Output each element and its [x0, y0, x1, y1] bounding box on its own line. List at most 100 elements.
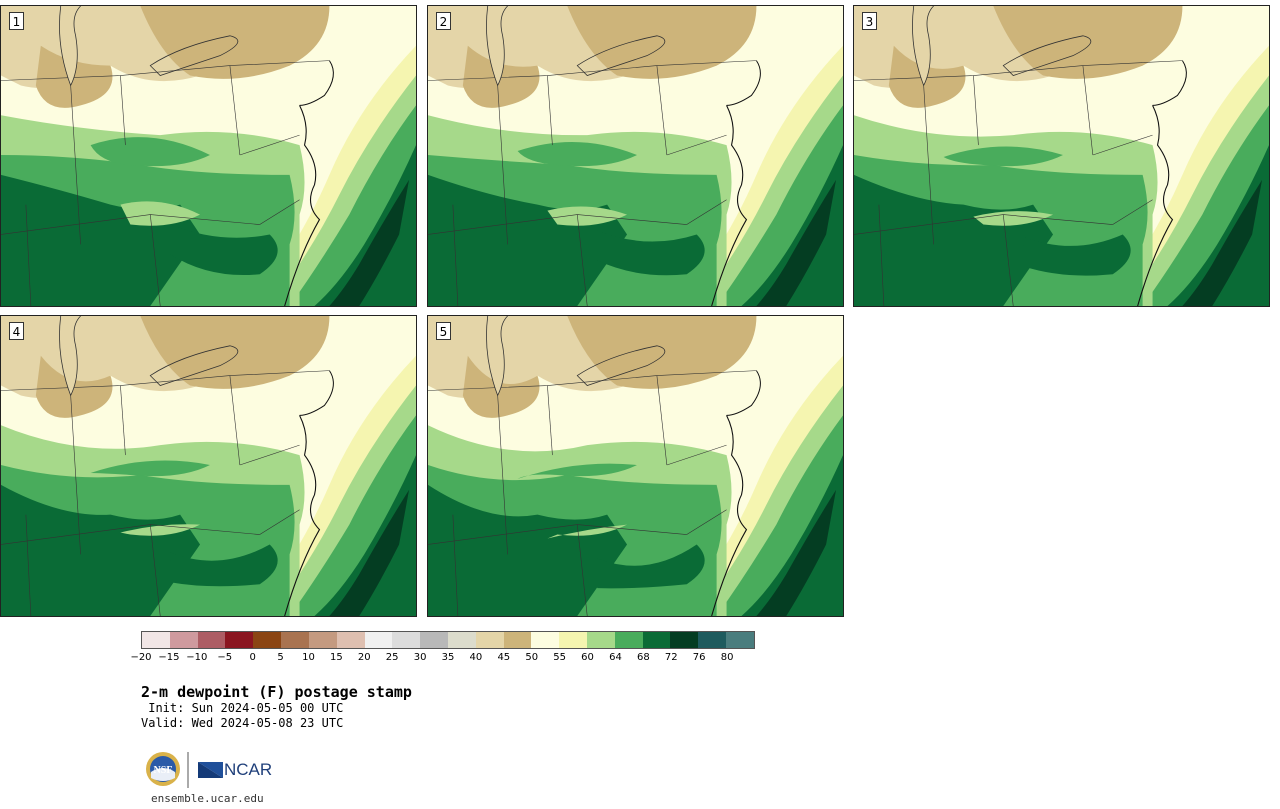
- state-boundary: [120, 75, 126, 146]
- colorbar-tick-label: 76: [692, 652, 706, 663]
- state-boundary: [452, 514, 459, 616]
- coastline: [299, 60, 334, 106]
- state-boundary: [1092, 134, 1153, 156]
- state-boundary: [497, 85, 508, 245]
- colorbar-swatch: [142, 632, 170, 648]
- postage-stamp-panel-5: 5: [427, 315, 844, 617]
- colorbar-tick-label: 50: [525, 652, 539, 663]
- dry-region: [140, 316, 330, 389]
- colorbar-swatch: [281, 632, 309, 648]
- ncar-logo-text: NCAR: [224, 760, 273, 779]
- great-lake: [576, 35, 666, 76]
- colorbar-swatch: [225, 632, 254, 648]
- moist-band: [170, 544, 278, 587]
- ncar-logo-mark: [198, 762, 223, 778]
- great-lake: [1002, 35, 1092, 76]
- moist-band: [1, 174, 201, 306]
- colorbar-swatch: [392, 632, 421, 648]
- coastline: [284, 105, 321, 306]
- colorbar-tick-label: 30: [413, 652, 427, 663]
- nsf-logo: NSF: [146, 752, 180, 786]
- nsf-ncar-logos: NSF: [146, 752, 223, 788]
- colorbar-tick-label: −20: [130, 652, 152, 663]
- plot-title: 2-m dewpoint (F) postage stamp: [141, 683, 412, 701]
- state-boundary: [878, 204, 885, 306]
- coastline: [726, 60, 761, 106]
- colorbar-swatch: [587, 632, 615, 648]
- colorbar-tick-label: 45: [497, 652, 511, 663]
- state-boundary: [259, 509, 300, 535]
- postage-stamp-panel-2: 2: [427, 5, 844, 307]
- colorbar-tick-label: 25: [385, 652, 399, 663]
- colorbar-swatch: [197, 632, 226, 648]
- moist-band: [314, 145, 416, 306]
- colorbar-tick-label: 20: [357, 652, 371, 663]
- panel-number-2: 2: [436, 12, 451, 30]
- colorbar-tick-label: −5: [217, 652, 233, 663]
- great-lake: [576, 345, 666, 386]
- dry-region: [140, 6, 330, 79]
- panel-number-3: 3: [862, 12, 877, 30]
- dewpoint-colorbar: [141, 631, 755, 649]
- dewpoint-map-3: [854, 6, 1269, 306]
- state-boundary: [25, 204, 32, 306]
- colorbar-tick-label: 40: [469, 652, 483, 663]
- state-boundary: [666, 134, 727, 156]
- colorbar-tick-label: −10: [186, 652, 208, 663]
- great-lake: [486, 316, 508, 397]
- moist-band: [428, 174, 628, 306]
- state-boundary: [686, 509, 727, 535]
- state-boundary: [497, 395, 508, 555]
- state-boundary: [1082, 65, 1094, 156]
- ensemble-url: ensemble.ucar.edu: [151, 792, 264, 805]
- colorbar-swatch: [253, 632, 282, 648]
- great-lake: [149, 35, 239, 76]
- colorbar-swatch: [698, 632, 727, 648]
- moist-band: [943, 146, 1063, 167]
- moist-band: [547, 206, 628, 226]
- colorbar-swatch: [475, 632, 504, 648]
- moist-band: [517, 463, 637, 479]
- state-boundary: [1002, 214, 1014, 306]
- state-boundary: [547, 385, 553, 456]
- state-boundary: [120, 385, 126, 456]
- colorbar-swatch: [364, 632, 393, 648]
- state-boundary: [576, 214, 588, 306]
- coastline: [284, 415, 321, 616]
- moist-band: [1, 484, 201, 616]
- state-boundary: [1112, 199, 1153, 225]
- panel-number-5: 5: [436, 322, 451, 340]
- state-boundary: [666, 444, 727, 466]
- coastline: [1137, 105, 1174, 306]
- nsf-logo-text: NSF: [154, 765, 173, 776]
- state-boundary: [576, 524, 588, 616]
- valid-time: Valid: Wed 2024-05-08 23 UTC: [141, 716, 344, 730]
- great-lake: [912, 6, 934, 87]
- moist-band: [314, 455, 416, 616]
- state-boundary: [259, 199, 300, 225]
- moist-band: [597, 230, 705, 276]
- coastline: [711, 415, 748, 616]
- moist-band: [90, 137, 210, 167]
- state-boundary: [923, 85, 934, 245]
- state-boundary: [239, 444, 300, 466]
- colorbar-tick-label: −15: [158, 652, 180, 663]
- colorbar-swatch: [503, 632, 532, 648]
- state-boundary: [656, 65, 668, 156]
- dewpoint-map-5: [428, 316, 843, 616]
- moist-band: [854, 174, 1054, 306]
- colorbar-swatch: [169, 632, 198, 648]
- colorbar-swatch: [336, 632, 365, 648]
- moist-band: [1167, 145, 1269, 306]
- state-boundary: [70, 395, 81, 555]
- state-boundary: [973, 75, 979, 146]
- colorbar-tick-label: 15: [329, 652, 343, 663]
- colorbar-swatch: [447, 632, 476, 648]
- colorbar-tick-label: 5: [277, 652, 284, 663]
- colorbar-tick-labels: −20 −15 −10 −5 0 5 10 15 20 25 30 35 40 45 50 55 60 64 68 7…: [130, 652, 755, 666]
- dewpoint-map-2: [428, 6, 843, 306]
- colorbar-swatch: [726, 632, 754, 648]
- colorbar-tick-label: 72: [664, 652, 678, 663]
- moist-band: [120, 201, 201, 226]
- moist-band: [756, 179, 837, 306]
